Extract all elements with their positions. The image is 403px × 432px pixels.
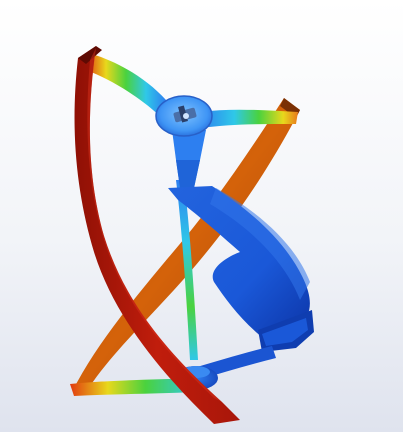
hub-mechanism-icon bbox=[173, 105, 197, 123]
blue-blade-lower-face bbox=[262, 318, 308, 346]
red-blade bbox=[74, 46, 241, 424]
blue-blade bbox=[168, 186, 310, 340]
top-arm-left bbox=[86, 54, 166, 116]
red-blade-highlight bbox=[87, 48, 222, 402]
central-shaft bbox=[176, 180, 198, 360]
blue-blade-ridge bbox=[210, 188, 310, 300]
top-hub-rim bbox=[155, 95, 213, 137]
red-blade-edge-top bbox=[78, 46, 102, 64]
top-stem-shade bbox=[176, 160, 200, 188]
bottom-arm-left bbox=[70, 378, 196, 396]
top-arm-right bbox=[200, 109, 298, 128]
bottom-arm-right bbox=[194, 346, 276, 380]
